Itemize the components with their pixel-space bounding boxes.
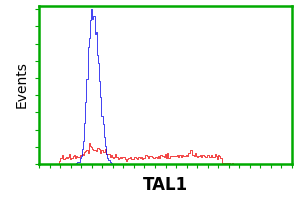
Y-axis label: Events: Events [15, 62, 29, 108]
X-axis label: TAL1: TAL1 [143, 176, 188, 194]
